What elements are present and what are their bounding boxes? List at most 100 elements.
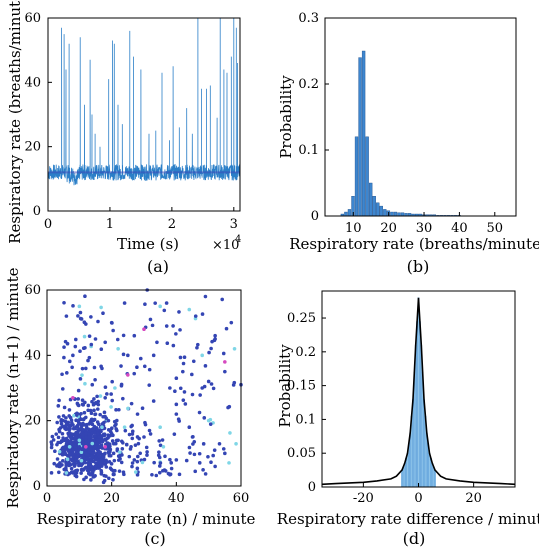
panel-c-point [61,418,65,423]
panel-c-point [184,458,189,463]
panel-c-point [109,426,114,431]
panel-c-point [226,405,230,410]
panel-c-point [83,460,87,465]
panel-c-point [122,425,127,430]
panel-c-point [121,333,126,338]
panel-c-point [129,445,133,449]
panel-c-point [56,404,61,408]
panel-d-bar [428,453,431,488]
panel-c-point [71,353,75,358]
panel-a-xtick-label: 2 [168,217,176,232]
panel-c-point [80,373,84,377]
panel-b-bar [344,211,348,217]
panel-c-point [142,435,146,439]
panel-c-point [109,392,113,396]
panel-c-point [121,441,125,445]
panel-c-point [57,427,61,432]
panel-c-point [165,341,170,346]
panel-c-scatter [49,288,243,485]
panel-c-point [100,422,105,426]
panel-c-point [212,448,217,452]
panel-c-point [133,443,138,447]
panel-c-point [63,452,68,457]
panel-c-point [177,310,181,314]
panel-c-point [197,451,202,456]
panel-c-point [69,466,74,471]
panel-a-ytick-label: 40 [24,75,41,90]
panel-c-point [132,333,137,338]
panel-c-point [55,464,59,468]
panel-c-point [177,472,182,477]
panel-c-point [193,469,198,474]
panel-b-bar [393,211,398,217]
panel-c-point [191,359,196,364]
panel-b-bar [379,205,383,217]
panel-c-point [67,463,72,467]
panel-c-point [103,437,107,442]
panel-d-bar [401,469,403,488]
panel-c-point [105,460,109,464]
panel-c-point [68,439,73,443]
panel-c-point [83,381,87,386]
panel-c-point [80,398,85,403]
panel-c-point [169,466,174,471]
panel-c-point [79,317,84,321]
panel-c-point [178,328,182,332]
panel-c-point [65,457,70,462]
panel-c-point [80,366,85,371]
panel-d-ytick-label: 0.2 [295,345,316,360]
panel-c-point [211,386,216,391]
panel-c-point [164,301,169,305]
panel-c-point [113,468,117,473]
panel-a-label: (a) [147,257,169,276]
panel-c-point [117,450,122,454]
panel-d-xtick-label: -20 [353,491,374,506]
panel-c-point [208,422,213,426]
panel-c-point [89,315,93,319]
panel-c-point [96,319,100,324]
panel-c-point [140,460,145,465]
panel-c-point [86,456,91,460]
panel-c-point [98,394,103,398]
panel-c-point [70,365,74,370]
panel-c-point [110,439,115,443]
panel-d-xlabel: Respiratory rate difference / minute [277,510,539,528]
panel-c-point [135,412,140,416]
panel-c-point [80,447,84,452]
panel-c-point [52,461,57,466]
panel-c-point [70,421,74,425]
panel-b-bar [376,202,380,217]
panel-c-point [101,455,106,459]
panel-c-point [95,394,99,399]
panel-c-point [113,441,117,446]
panel-b-bar [390,211,394,217]
panel-c-point [76,419,81,423]
panel-c-point [92,424,97,429]
panel-c-point [96,438,101,443]
panel-c-point [213,337,217,341]
panel-c-point [129,424,133,429]
panel-c-point [178,386,183,391]
panel-c-point [75,413,79,417]
panel-c-point [87,422,91,426]
panel-b-bar [369,182,373,217]
panel-c-point [107,460,112,464]
panel-c-point [93,401,97,406]
panel-c-point [130,429,135,434]
panel-c-point [110,398,115,403]
panel-c-point [227,461,231,465]
panel-c-point [57,415,61,419]
panel-c-point [67,460,71,465]
panel-c-point [51,438,56,442]
panel-c-point [174,412,179,416]
panel-a-axes-box [47,17,241,212]
panel-c-point [93,457,98,462]
panel-c-point [122,301,127,305]
panel-c-point [53,449,57,454]
panel-c-point [202,416,207,420]
panel-c-point [130,436,135,441]
panel-c-point [116,454,121,458]
panel-c-point [95,432,100,436]
panel-c-point [82,410,87,415]
panel-c-point [84,451,88,456]
